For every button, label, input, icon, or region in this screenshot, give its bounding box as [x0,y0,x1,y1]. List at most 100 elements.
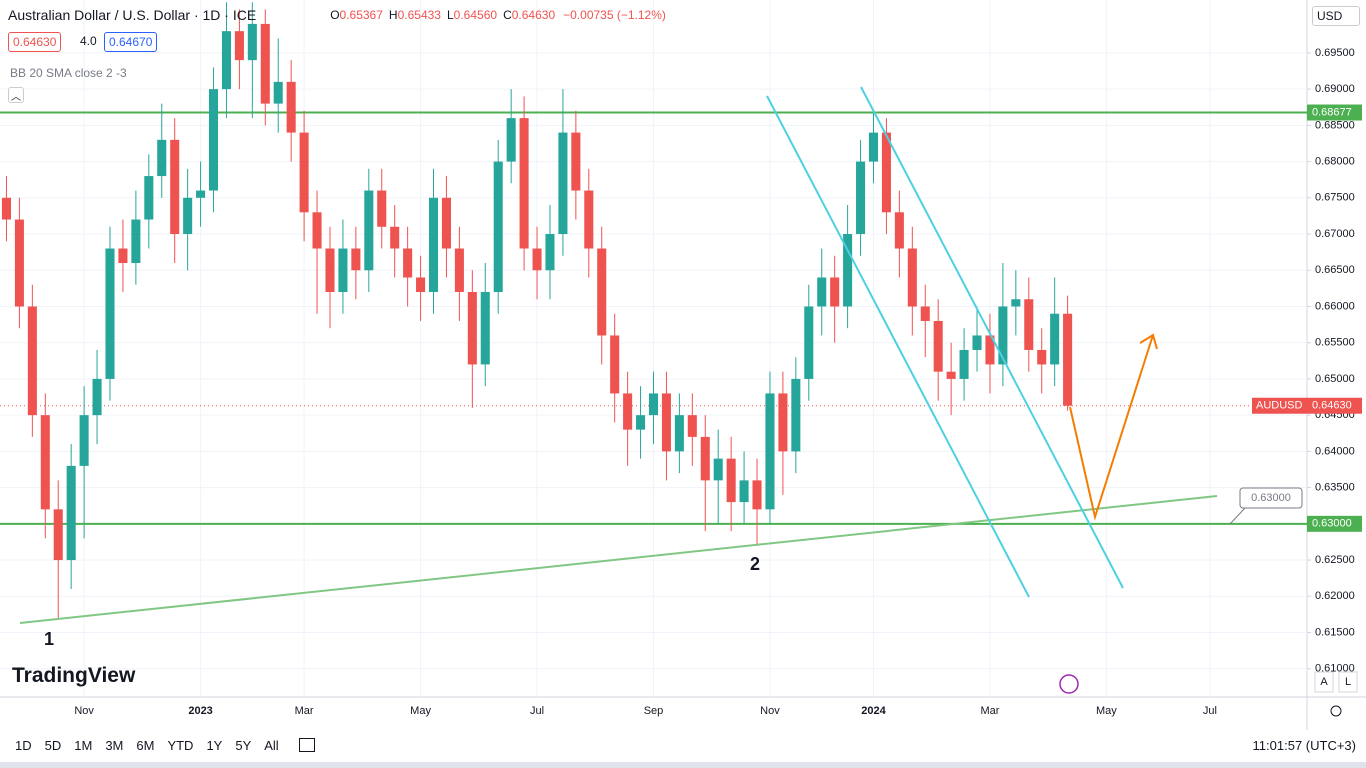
channel-line[interactable] [860,86,1124,589]
candle-body [519,118,529,249]
ohlc-value: 0.65433 [397,8,441,22]
log-label: L [1345,676,1351,688]
symbol-label: AUDUSD [1256,400,1303,412]
candle-body [998,306,1008,365]
candle-body [817,277,827,307]
candle-body [752,480,762,510]
candle-body [118,248,128,264]
sell-button[interactable]: 0.64630 [8,32,62,52]
bottom-toolbar: 1D 5D 1M 3M 6M YTD 1Y 5Y All 11:01:57 (UTC+3) [0,730,1366,760]
range-button[interactable]: 5Y [235,737,252,753]
range-button[interactable]: 1M [74,737,93,753]
level-label: 0.68677 [1312,106,1352,118]
candle-body [66,465,76,561]
collapse-button[interactable]: ︿ [8,87,24,103]
candle-body [1024,299,1034,350]
candle-body [558,132,568,235]
range-button[interactable]: 1Y [206,737,223,753]
candle-body [170,139,180,235]
point-label: 2 [750,554,760,574]
candle-body [894,212,904,249]
ohlc-value: 0.65367 [339,8,383,22]
level-tag [1307,104,1362,121]
range-button[interactable]: 1D [15,737,32,753]
candle-body [27,306,37,416]
y-tick-label: 0.65500 [1315,337,1355,349]
candle-body [221,31,231,90]
log-button[interactable] [1338,671,1358,693]
point-label: 1 [44,629,54,649]
ohlc-key: H [388,8,398,22]
settings-icon[interactable] [1330,705,1342,717]
x-tick-label: Sep [644,705,664,717]
symbol-title: Australian Dollar / U.S. Dollar · 1D · I… [8,7,257,23]
alert-icon[interactable] [1059,674,1079,694]
date-range-icon[interactable] [298,738,315,752]
candle-body [273,81,283,104]
auto-button[interactable] [1314,671,1334,693]
ohlc-key: L [446,8,454,22]
callout-pointer [1229,507,1246,525]
candle-body [933,320,943,372]
y-tick-label: 0.65000 [1315,373,1355,385]
buy-button[interactable]: 0.64670 [104,32,158,52]
x-tick-label: Nov [760,705,780,717]
candle-body [454,248,464,292]
arrow-head [1139,333,1158,350]
candle-body [506,118,516,162]
candle-body [183,197,193,235]
candle-body [416,277,426,292]
range-button[interactable]: YTD [167,737,194,753]
candle-body [1037,349,1047,365]
channel-line[interactable] [766,95,1030,598]
auto-label: A [1320,676,1328,688]
candle-body [441,197,451,249]
range-button[interactable]: 6M [136,737,155,753]
candle-body [907,248,917,307]
candle-body [1011,299,1021,307]
candle-body [260,23,270,104]
spread: 4.0 [80,34,97,48]
price-label: 0.64630 [1312,400,1352,412]
candle-body [338,248,348,292]
candle-body [946,371,956,379]
candle-body [467,291,477,365]
range-button[interactable]: 5D [44,737,62,753]
forecast-arrow[interactable] [1069,334,1154,521]
candle-body [674,415,684,452]
candle-body [636,415,646,430]
candle-body [972,335,982,350]
callout-box[interactable] [1239,487,1303,509]
candle-body [157,139,167,177]
candle-body [480,291,490,365]
range-button[interactable]: 3M [105,737,124,753]
candle-body [545,234,555,271]
candle-body [843,234,853,307]
logo[interactable]: TradingView [12,664,136,687]
change: −0.00735 (−1.12%) [563,8,666,22]
candle-body [571,132,581,191]
candle-body [778,393,788,452]
candle-body [14,219,24,307]
currency[interactable]: USD [1312,6,1360,26]
trend-line[interactable] [19,495,1218,624]
candle-body [868,132,879,162]
x-tick-label: Nov [74,705,94,717]
candle-body [881,132,891,213]
candle-body [959,349,969,379]
candle-body [493,161,503,292]
candle-body [131,219,141,264]
indicator[interactable]: BB 20 SMA close 2 -3 [10,66,127,80]
candle-body [40,415,50,510]
ohlc-value: 0.64630 [511,8,556,22]
candle-body [144,176,154,220]
y-tick-label: 0.68500 [1315,119,1355,131]
candle-body [597,248,607,336]
bottom-strip [0,762,1366,768]
range-button[interactable]: All [264,737,279,753]
candle-body [208,89,219,191]
level-label: 0.63000 [1312,518,1352,530]
candle-body [92,378,102,416]
candle-body [377,190,387,227]
candle-body [53,509,63,561]
